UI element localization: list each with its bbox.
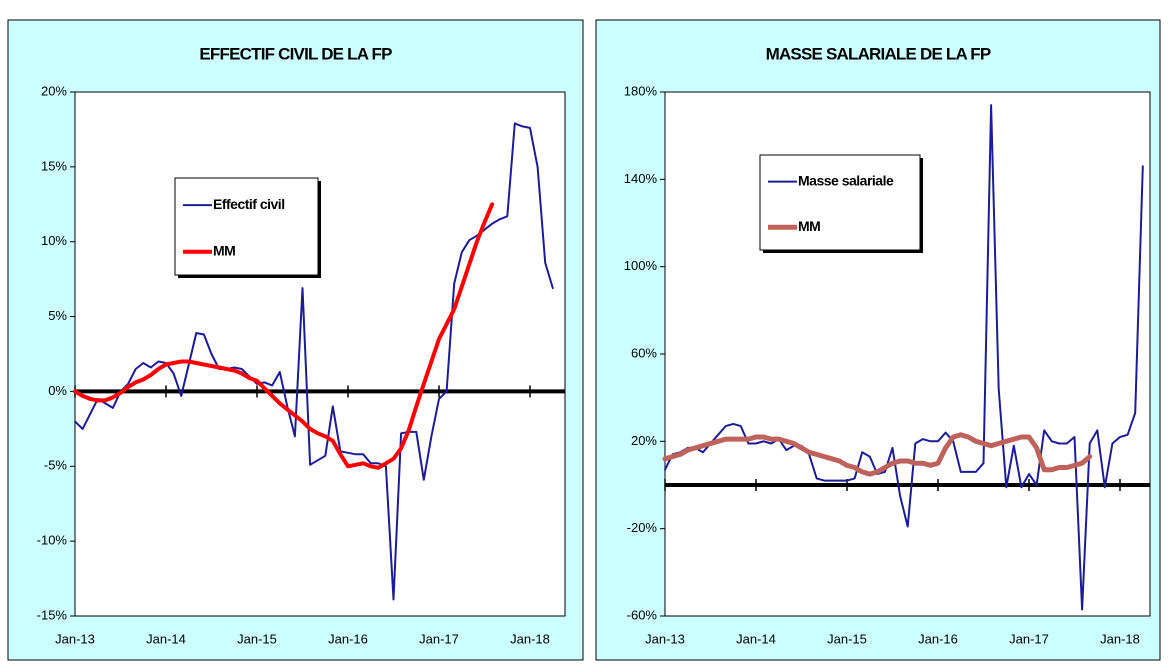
chart-title: EFFECTIF CIVIL DE LA FP <box>199 44 392 63</box>
chart-title: MASSE SALARIALE DE LA FP <box>766 44 991 63</box>
legend-label: MM <box>798 218 820 234</box>
x-tick-label: Jan-13 <box>55 631 95 646</box>
series-line <box>662 432 1093 477</box>
y-tick-label: 10% <box>41 233 67 248</box>
y-tick-label: -20% <box>627 520 658 535</box>
y-tick-label: 15% <box>41 158 67 173</box>
plot-area <box>74 91 566 617</box>
y-tick-label: 5% <box>48 308 67 323</box>
y-tick-label: 60% <box>631 345 657 360</box>
legend-label: Effectif civil <box>213 196 285 212</box>
y-tick-label: 180% <box>624 83 658 98</box>
y-tick-label: 0% <box>48 383 67 398</box>
y-tick-label: -15% <box>37 607 68 622</box>
x-tick-label: Jan-18 <box>510 631 550 646</box>
x-tick-label: Jan-15 <box>237 631 277 646</box>
x-tick-label: Jan-18 <box>1100 631 1140 646</box>
x-tick-label: Jan-16 <box>328 631 368 646</box>
series-line <box>664 104 1144 611</box>
x-tick-label: Jan-15 <box>827 631 867 646</box>
series-line <box>74 122 554 601</box>
y-tick-label: -5% <box>44 458 68 473</box>
x-tick-label: Jan-17 <box>1009 631 1049 646</box>
y-tick-label: 20% <box>41 83 67 98</box>
legend <box>174 177 319 276</box>
x-tick-label: Jan-14 <box>146 631 186 646</box>
series-line <box>73 202 495 470</box>
y-tick-label: 100% <box>624 258 658 273</box>
x-tick-label: Jan-16 <box>918 631 958 646</box>
y-tick-label: 20% <box>631 433 657 448</box>
x-tick-label: Jan-13 <box>645 631 685 646</box>
y-tick-label: 140% <box>624 171 658 186</box>
x-tick-label: Jan-17 <box>419 631 459 646</box>
legend <box>759 154 921 251</box>
legend-label: MM <box>213 242 235 258</box>
y-tick-label: -10% <box>37 533 68 548</box>
x-tick-label: Jan-14 <box>736 631 776 646</box>
y-tick-label: -60% <box>627 607 658 622</box>
legend-label: Masse salariale <box>798 172 894 188</box>
